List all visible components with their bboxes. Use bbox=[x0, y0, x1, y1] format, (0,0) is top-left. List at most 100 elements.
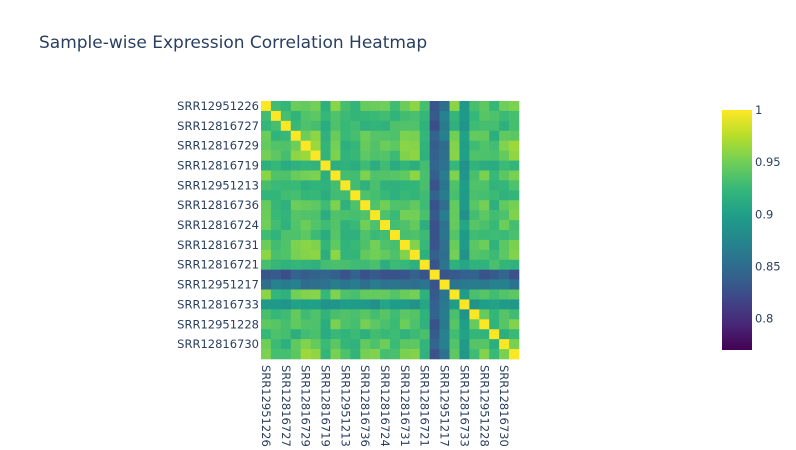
heatmap-cell bbox=[290, 230, 301, 241]
heatmap-cell bbox=[261, 299, 272, 310]
heatmap-cell bbox=[310, 210, 321, 221]
heatmap-cell bbox=[310, 120, 321, 132]
x-tick-label: SRR12951228 bbox=[477, 365, 491, 447]
colorbar-tick-label: 0.95 bbox=[755, 155, 781, 169]
heatmap-cell bbox=[419, 309, 430, 320]
heatmap-cell bbox=[479, 329, 490, 340]
heatmap-cell bbox=[300, 249, 311, 261]
heatmap-cell bbox=[320, 230, 331, 241]
heatmap-cell bbox=[360, 259, 371, 270]
heatmap-cell bbox=[370, 239, 381, 251]
heatmap-cell bbox=[509, 170, 520, 181]
heatmap-cell bbox=[439, 249, 450, 261]
heatmap-cell bbox=[261, 249, 272, 261]
heatmap-cell bbox=[330, 200, 341, 211]
heatmap-cell bbox=[439, 200, 450, 211]
heatmap-cell bbox=[370, 319, 381, 330]
heatmap-cell bbox=[499, 170, 510, 181]
heatmap-cell bbox=[290, 220, 301, 231]
heatmap-cell bbox=[439, 230, 450, 241]
heatmap-cell bbox=[459, 319, 470, 330]
heatmap-cell bbox=[429, 239, 440, 251]
heatmap-cell bbox=[409, 160, 421, 171]
x-tick-label: SRR12951217 bbox=[438, 365, 452, 447]
heatmap-cell bbox=[449, 120, 460, 132]
heatmap-cell bbox=[290, 150, 301, 161]
heatmap-cell bbox=[429, 339, 440, 350]
x-tick-label: SRR12951213 bbox=[338, 365, 352, 447]
heatmap-cell bbox=[290, 269, 301, 280]
heatmap-cell bbox=[270, 259, 282, 270]
heatmap-cell bbox=[509, 319, 520, 330]
heatmap-cell bbox=[390, 259, 401, 270]
heatmap-cell bbox=[370, 170, 381, 181]
heatmap-cell bbox=[330, 269, 341, 280]
heatmap-cell bbox=[380, 101, 391, 112]
heatmap-cell bbox=[449, 289, 460, 300]
heatmap-cell bbox=[489, 329, 500, 340]
y-tick-label: SRR12816721 bbox=[177, 258, 259, 272]
heatmap-cell bbox=[489, 160, 500, 171]
heatmap-cell bbox=[330, 170, 341, 181]
heatmap-cell bbox=[340, 329, 351, 340]
heatmap-cell bbox=[469, 230, 480, 241]
heatmap-cell bbox=[300, 279, 311, 290]
heatmap-cell bbox=[399, 190, 411, 201]
heatmap-cell bbox=[360, 160, 371, 171]
heatmap-cell bbox=[469, 170, 480, 181]
heatmap-cell bbox=[330, 349, 341, 360]
heatmap-cell bbox=[261, 349, 272, 360]
heatmap-cell bbox=[419, 160, 430, 171]
heatmap-cell bbox=[290, 160, 301, 171]
heatmap-cell bbox=[270, 299, 282, 310]
heatmap-cell bbox=[449, 200, 460, 211]
heatmap-cell bbox=[320, 101, 331, 112]
heatmap-cell bbox=[439, 170, 450, 181]
heatmap-cell bbox=[290, 190, 301, 201]
heatmap-cell bbox=[399, 160, 411, 171]
x-tick-label: SRR12816727 bbox=[279, 365, 293, 447]
heatmap-cell bbox=[439, 210, 450, 221]
heatmap-cell bbox=[469, 150, 480, 161]
heatmap-cell bbox=[489, 150, 500, 161]
heatmap-cell bbox=[409, 200, 421, 211]
heatmap-cell bbox=[380, 170, 391, 181]
heatmap-cell bbox=[270, 130, 282, 141]
heatmap-cell bbox=[469, 329, 480, 340]
heatmap-cell bbox=[469, 130, 480, 141]
heatmap-cell bbox=[479, 339, 490, 350]
heatmap-cell bbox=[499, 210, 510, 221]
heatmap-cell bbox=[380, 130, 391, 141]
heatmap-cell bbox=[479, 230, 490, 241]
heatmap-cell bbox=[459, 249, 470, 261]
heatmap-cell bbox=[330, 309, 341, 320]
heatmap-cell bbox=[370, 230, 381, 241]
heatmap-cell bbox=[310, 160, 321, 171]
heatmap-cell bbox=[479, 150, 490, 161]
heatmap-cell bbox=[449, 259, 460, 270]
heatmap-cell bbox=[270, 249, 282, 261]
heatmap-cell bbox=[270, 239, 282, 251]
heatmap-cell bbox=[419, 210, 430, 221]
heatmap-cell bbox=[380, 210, 391, 221]
heatmap-cell bbox=[310, 200, 321, 211]
heatmap-cell bbox=[509, 339, 520, 350]
heatmap-cell bbox=[469, 140, 480, 151]
heatmap-cell bbox=[340, 249, 351, 261]
heatmap-cell bbox=[270, 150, 282, 161]
heatmap-cell bbox=[280, 160, 292, 171]
heatmap-cell bbox=[489, 319, 500, 330]
heatmap-cell bbox=[399, 329, 411, 340]
heatmap-cell bbox=[310, 339, 321, 350]
heatmap-cell bbox=[469, 349, 480, 360]
heatmap-cell bbox=[399, 220, 411, 231]
heatmap-cell bbox=[459, 220, 470, 231]
heatmap-cell bbox=[280, 180, 292, 191]
heatmap-cell bbox=[360, 319, 371, 330]
heatmap-cell bbox=[380, 140, 391, 151]
heatmap-cell bbox=[489, 339, 500, 350]
heatmap-cell bbox=[270, 101, 282, 112]
heatmap-cell bbox=[350, 110, 361, 122]
heatmap-cell bbox=[280, 220, 292, 231]
y-tick-label: SRR12951217 bbox=[177, 278, 259, 292]
